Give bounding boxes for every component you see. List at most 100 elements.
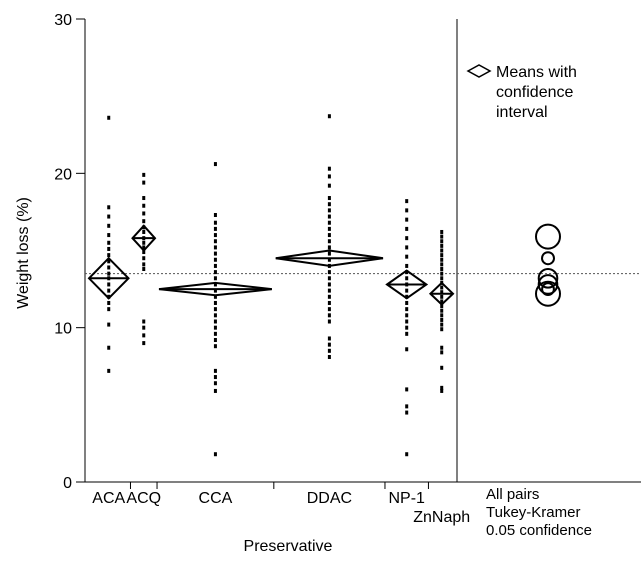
data-point-acq: [142, 203, 146, 208]
data-point-znnaph: [440, 239, 444, 244]
data-point-znnaph: [440, 304, 444, 309]
data-point-znnaph: [440, 229, 444, 234]
x-category-label-acq: ACQ: [126, 490, 161, 507]
data-point-np-1: [405, 331, 409, 336]
data-point-znnaph: [440, 365, 444, 370]
data-point-ddac: [327, 208, 331, 213]
x-category-label-cca: CCA: [199, 490, 233, 507]
data-point-cca: [213, 226, 217, 231]
data-point-cca: [213, 381, 217, 386]
data-point-ddac: [327, 336, 331, 341]
data-point-cca: [213, 375, 217, 380]
data-point-znnaph: [440, 262, 444, 267]
data-point-ddac: [327, 214, 331, 219]
data-point-np-1: [405, 319, 409, 324]
data-point-ddac: [327, 319, 331, 324]
x-category-label-znnaph: ZnNaph: [413, 509, 470, 526]
data-point-np-1: [405, 307, 409, 312]
data-point-cca: [213, 307, 217, 312]
x-category-label-np-1: NP-1: [388, 490, 425, 507]
data-point-cca: [213, 245, 217, 250]
data-point-znnaph: [440, 285, 444, 290]
data-point-aca: [107, 214, 111, 219]
data-point-ddac: [327, 245, 331, 250]
data-point-ddac: [327, 257, 331, 262]
comparison-circle-ddac: [541, 251, 555, 266]
data-point-ddac: [327, 251, 331, 256]
data-point-np-1: [405, 325, 409, 330]
data-point-np-1: [405, 276, 409, 281]
data-point-np-1: [405, 452, 409, 457]
data-point-znnaph: [440, 345, 444, 350]
data-point-aca: [107, 246, 111, 251]
data-point-ddac: [327, 342, 331, 347]
data-point-cca: [213, 220, 217, 225]
data-point-ddac: [327, 226, 331, 231]
data-point-znnaph: [440, 271, 444, 276]
data-point-acq: [142, 319, 146, 324]
plot-area: 0 10 20 30 ACA ACQ CCA DDAC NP-1 ZnNaph All pairsT…: [54, 12, 641, 539]
data-point-ddac: [327, 239, 331, 244]
data-point-znnaph: [440, 388, 444, 393]
data-point-ddac: [327, 196, 331, 201]
data-point-np-1: [405, 199, 409, 204]
data-point-acq: [142, 333, 146, 338]
data-point-ddac: [327, 300, 331, 305]
y-tick-label: 10: [54, 321, 72, 338]
legend-label: confidence: [496, 84, 573, 101]
legend-diamond-icon: [466, 64, 492, 78]
data-point-cca: [213, 239, 217, 244]
data-point-acq: [142, 211, 146, 216]
y-tick-label: 0: [63, 475, 72, 492]
data-point-znnaph: [440, 257, 444, 262]
data-point-znnaph: [440, 317, 444, 322]
data-point-np-1: [405, 208, 409, 213]
data-point-np-1: [405, 226, 409, 231]
data-point-ddac: [327, 288, 331, 293]
data-point-ddac: [327, 354, 331, 359]
data-point-cca: [213, 251, 217, 256]
y-tick-label: 30: [54, 12, 72, 29]
comparison-circle-znnaph: [535, 280, 561, 307]
data-point-np-1: [405, 270, 409, 275]
y-tick-label: 20: [54, 166, 72, 183]
comparison-circle-cca: [541, 282, 555, 296]
data-point-znnaph: [440, 385, 444, 390]
data-point-cca: [213, 288, 217, 293]
data-point-ddac: [327, 183, 331, 188]
data-point-np-1: [405, 263, 409, 268]
comparison-circle-aca: [537, 267, 559, 289]
data-point-cca: [213, 452, 217, 457]
data-point-aca: [107, 265, 111, 270]
data-point-cca: [213, 325, 217, 330]
legend-label: Means with: [496, 64, 577, 81]
data-point-cca: [213, 294, 217, 299]
data-point-aca: [107, 345, 111, 350]
data-point-np-1: [405, 410, 409, 415]
data-point-ddac: [327, 307, 331, 312]
data-point-acq: [142, 225, 146, 230]
data-point-cca: [213, 300, 217, 305]
data-point-znnaph: [440, 294, 444, 299]
data-point-ddac: [327, 276, 331, 281]
comparison-circle-np-1: [537, 274, 559, 295]
data-point-acq: [142, 219, 146, 224]
data-point-np-1: [405, 347, 409, 352]
data-point-cca: [213, 213, 217, 218]
data-point-znnaph: [440, 248, 444, 253]
means-diamond-ddac: [275, 249, 384, 267]
data-point-ddac: [327, 202, 331, 207]
y-axis-label: Weight loss (%): [15, 197, 32, 309]
data-point-ddac: [327, 348, 331, 353]
data-point-aca: [107, 322, 111, 327]
data-point-acq: [142, 341, 146, 346]
data-point-znnaph: [440, 350, 444, 355]
data-point-ddac: [327, 313, 331, 318]
data-point-znnaph: [440, 243, 444, 248]
data-point-znnaph: [440, 290, 444, 295]
data-point-acq: [142, 180, 146, 185]
comparison-circle-acq: [535, 223, 561, 250]
data-point-cca: [213, 270, 217, 275]
data-point-aca: [107, 368, 111, 373]
